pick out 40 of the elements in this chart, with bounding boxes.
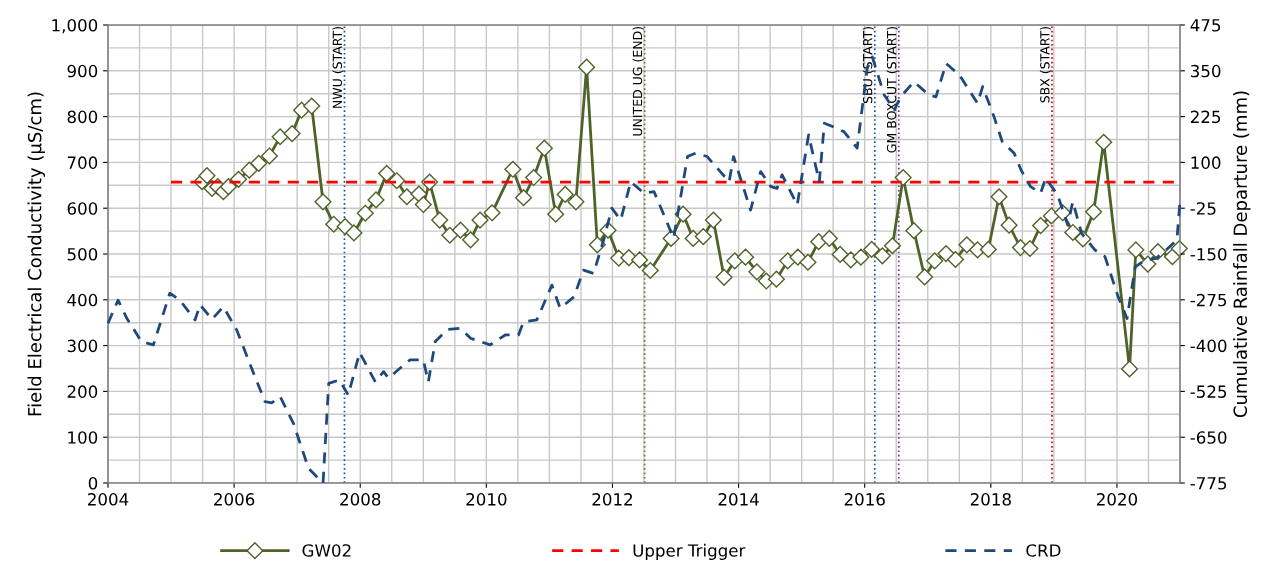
x-tick-label: 2006 [214, 493, 255, 506]
y2-tick-label: -400 [1190, 339, 1227, 353]
y2-tick-label: 100 [1191, 156, 1221, 169]
y2-tick-label: -25 [1190, 202, 1216, 215]
legend-label: Upper Trigger [633, 543, 746, 560]
legend-label: CRD [1026, 544, 1061, 557]
x-tick-label: 2012 [592, 493, 633, 506]
y2-tick-label: -650 [1190, 431, 1227, 444]
y-tick-label: 200 [67, 385, 98, 398]
y2-tick-label: 350 [1190, 64, 1221, 78]
ref-line-label: GM BOXCUT (START) [886, 26, 898, 153]
y2-tick-label: 225 [1190, 110, 1221, 124]
y-tick-label: 700 [67, 156, 98, 169]
x-tick-label: 2008 [340, 493, 381, 506]
y-tick-label: 500 [67, 247, 98, 261]
x-tick-label: 2004 [88, 493, 129, 506]
y2-axis-title: Cumulative Rainfall Departure (mm) [1233, 91, 1251, 418]
y2-tick-label: -275 [1190, 293, 1227, 307]
ref-line-label: NWU (START) [332, 26, 344, 108]
y2-tick-label: -150 [1190, 247, 1227, 261]
x-tick-label: 2018 [970, 493, 1011, 506]
y2-tick-label: -525 [1190, 385, 1227, 398]
y-tick-label: 0 [88, 476, 98, 490]
x-tick-label: 2016 [844, 493, 885, 506]
x-tick-label: 2020 [1096, 493, 1138, 506]
ref-line-label: SBX (START) [1039, 26, 1052, 103]
x-tick-label: 2010 [466, 493, 507, 506]
legend-label: GW02 [302, 544, 351, 557]
y-axis-title: Field Electrical Conductivity (µS/cm) [27, 92, 46, 416]
y-tick-label: 900 [67, 64, 98, 78]
y-tick-label: 400 [67, 293, 98, 307]
y-tick-label: 100 [68, 431, 98, 444]
ref-line-label: UNITED UG (END) [632, 26, 644, 136]
y-tick-label: 800 [67, 110, 98, 124]
y2-tick-label: -775 [1190, 477, 1227, 490]
y2-tick-label: 475 [1190, 19, 1221, 32]
x-tick-label: 2014 [718, 493, 759, 506]
y-tick-label: 1,000 [52, 18, 98, 34]
y-tick-label: 300 [67, 339, 98, 353]
y-tick-label: 600 [67, 202, 98, 215]
